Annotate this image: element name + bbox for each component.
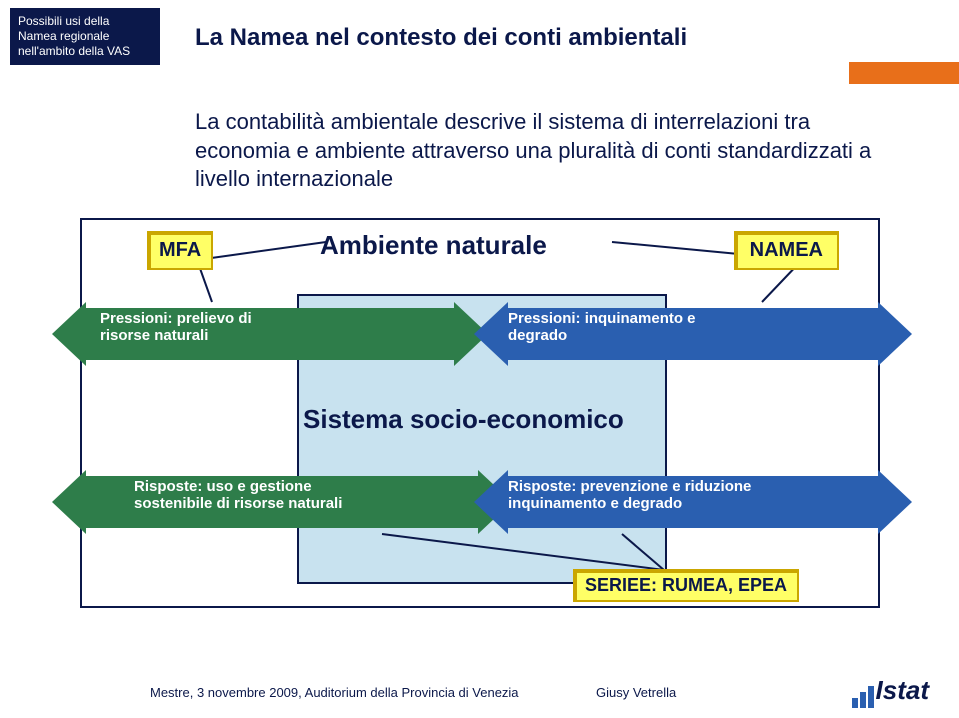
label-line: degrado xyxy=(508,327,567,344)
label-line: Pressioni: prelievo di xyxy=(100,310,252,327)
label-risposte-uso: Risposte: uso e gestione sostenibile di … xyxy=(134,478,454,513)
socio-economic-title: Sistema socio-economico xyxy=(303,404,624,435)
logo-text: Istat xyxy=(876,675,929,705)
environment-title: Ambiente naturale xyxy=(320,230,547,261)
label-risposte-prevenzione: Risposte: prevenzione e riduzione inquin… xyxy=(508,478,848,513)
breadcrumb-box: Possibili usi della Namea regionale nell… xyxy=(10,8,160,65)
label-line: Risposte: prevenzione e riduzione xyxy=(508,478,751,495)
footer-right: Giusy Vetrella xyxy=(596,685,676,700)
breadcrumb-line: nell'ambito della VAS xyxy=(18,44,152,59)
diagram-frame: Ambiente naturale MFA NAMEA Pressioni: p… xyxy=(80,218,880,608)
label-line: inquinamento e degrado xyxy=(508,495,682,512)
footer-left: Mestre, 3 novembre 2009, Auditorium dell… xyxy=(150,685,519,700)
istat-logo: Istat xyxy=(854,675,929,708)
label-line: Risposte: uso e gestione xyxy=(134,478,312,495)
breadcrumb-line: Namea regionale xyxy=(18,29,152,44)
logo-bars-icon xyxy=(852,677,876,708)
label-line: sostenibile di risorse naturali xyxy=(134,495,342,512)
namea-node: NAMEA xyxy=(735,232,838,269)
slide-title: La Namea nel contesto dei conti ambienta… xyxy=(195,24,687,52)
seriee-node: SERIEE: RUMEA, EPEA xyxy=(574,570,798,601)
slide-root: { "breadcrumb": { "line1": "Possibili us… xyxy=(0,0,959,718)
label-line: Pressioni: inquinamento e xyxy=(508,310,696,327)
mfa-node: MFA xyxy=(148,232,212,269)
label-pressioni-prelievo: Pressioni: prelievo di risorse naturali xyxy=(100,310,330,345)
label-pressioni-inquinamento: Pressioni: inquinamento e degrado xyxy=(508,310,808,345)
breadcrumb-line: Possibili usi della xyxy=(18,14,152,29)
lead-paragraph: La contabilità ambientale descrive il si… xyxy=(195,108,875,194)
accent-bar xyxy=(849,62,959,84)
label-line: risorse naturali xyxy=(100,327,208,344)
